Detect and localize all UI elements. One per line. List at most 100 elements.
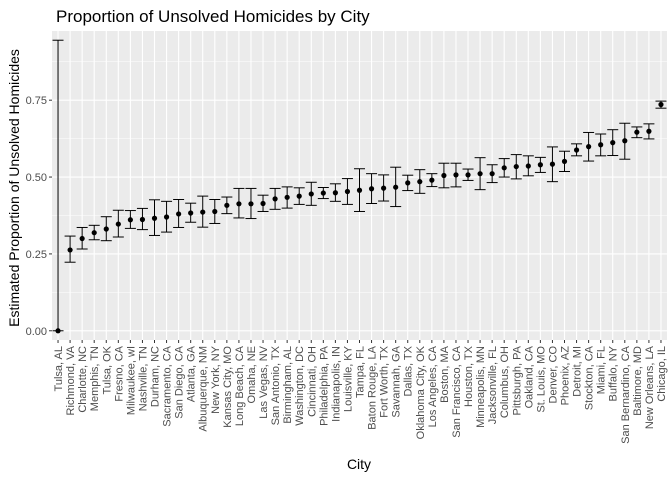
error-bar-group <box>281 186 293 209</box>
error-bar-group <box>76 226 88 250</box>
x-tick-label: Indianapolis, IN <box>330 346 342 422</box>
error-bar-group <box>450 162 462 188</box>
x-tick-label: Los Angeles, CA <box>427 345 439 427</box>
x-tick-label: Omaha, NE <box>246 346 258 403</box>
error-bar-group <box>486 164 498 184</box>
data-point <box>115 221 121 227</box>
x-tick-label: St. Louis, MO <box>535 346 547 413</box>
x-tick-label: Minneapolis, MN <box>475 346 487 428</box>
data-point <box>139 216 146 223</box>
x-tick-label: Philadelphia, PA <box>318 345 330 426</box>
x-tick-label: San Bernardino, CA <box>620 345 632 443</box>
error-bar-group <box>52 39 64 334</box>
data-point <box>272 196 278 202</box>
data-point <box>284 194 290 200</box>
data-point <box>200 209 206 215</box>
x-tick-label: Columbus, OH <box>499 346 511 418</box>
error-bar-group <box>583 131 595 162</box>
y-tick-label: 0.75 <box>26 95 47 107</box>
error-bar-group <box>233 187 245 219</box>
error-bar-group <box>510 154 522 180</box>
data-point <box>549 161 556 167</box>
x-tick-label: Milwaukee, wI <box>125 346 137 415</box>
error-bar-group <box>390 166 402 208</box>
x-tick-label: New York, NY <box>210 345 222 414</box>
x-tick-label: Denver, CO <box>547 346 559 404</box>
error-bar-group <box>546 146 558 183</box>
error-bar-group <box>245 187 257 220</box>
data-point <box>453 172 459 178</box>
error-bar-group <box>221 196 233 215</box>
data-point <box>248 201 254 207</box>
x-tick-label: Fort Worth, TX <box>379 345 391 417</box>
x-tick-label: Washington, DC <box>294 346 306 426</box>
x-tick-label: Detroit, MI <box>572 346 584 397</box>
x-tick-label: Kansas City, MO <box>222 346 234 428</box>
data-point <box>356 187 363 193</box>
data-point <box>381 185 387 191</box>
x-tick-label: Sacramento, CA <box>162 345 174 426</box>
error-bar-group <box>173 198 185 228</box>
x-tick-label: Phoenix, AZ <box>560 346 572 406</box>
data-point <box>163 214 170 220</box>
chart-title: Proportion of Unsolved Homicides by City <box>56 7 370 26</box>
x-tick-label: San Diego, CA <box>174 345 186 418</box>
error-bar-group <box>112 209 124 238</box>
error-bar-group <box>197 195 209 228</box>
error-bar-group <box>498 158 510 178</box>
x-tick-label: Cincinnati, OH <box>306 346 318 417</box>
data-point <box>127 217 133 223</box>
x-tick-label: Fresno, CA <box>113 345 125 401</box>
data-point <box>634 129 640 135</box>
error-bar-group <box>559 150 570 173</box>
data-point <box>55 328 61 334</box>
error-bar-group <box>317 186 329 200</box>
error-bar-group <box>161 200 173 233</box>
data-point <box>344 188 351 195</box>
error-bar-group <box>474 157 486 191</box>
data-point <box>224 202 230 208</box>
x-tick-label: Las Vegas, NV <box>258 345 270 418</box>
data-point <box>320 190 326 196</box>
data-point <box>429 177 435 183</box>
x-axis-label: City <box>347 456 371 472</box>
data-point <box>537 162 543 168</box>
x-tick-label: New Orleans, LA <box>644 345 656 429</box>
x-tick-label: Durham, NC <box>150 346 162 407</box>
y-axis: 0.00 0.25 0.50 0.75 <box>26 95 52 338</box>
data-point <box>646 128 652 134</box>
error-bar-group <box>100 216 112 242</box>
x-tick-label: Miami, FL <box>596 346 608 394</box>
data-point <box>151 215 158 221</box>
x-tick-label: Pittsburgh, PA <box>511 345 523 415</box>
data-point <box>236 201 242 207</box>
error-bar-group <box>341 178 353 205</box>
x-tick-label: Albuquerque, NM <box>198 346 210 432</box>
error-bar-group <box>329 183 341 202</box>
x-tick-label: Tulsa, OK <box>101 345 113 394</box>
data-point <box>477 171 483 177</box>
data-point <box>393 184 399 190</box>
x-tick-label: Savannah, GA <box>391 345 403 417</box>
error-bar-group <box>124 210 136 229</box>
error-bar-group <box>149 199 160 236</box>
data-point <box>598 142 604 148</box>
data-point <box>658 101 664 108</box>
x-tick-label: Buffalo, NY <box>608 345 620 401</box>
error-bar-group <box>595 133 607 157</box>
error-bar-group <box>402 174 414 192</box>
data-point <box>91 230 97 236</box>
data-point <box>212 208 218 215</box>
error-bar-group <box>534 156 546 173</box>
data-point <box>561 158 568 164</box>
error-bar-group <box>643 123 655 140</box>
data-point <box>188 210 194 216</box>
error-bar-group <box>631 126 643 139</box>
error-bar-group <box>414 169 426 194</box>
x-tick-label: Tampa, FL <box>355 346 367 398</box>
error-bar-group <box>655 100 667 109</box>
error-bar-group <box>522 155 534 177</box>
x-tick-label: Birmingham, AL <box>282 346 294 424</box>
error-bar-group <box>257 194 269 212</box>
x-tick-label: Oklahoma City, OK <box>415 345 427 439</box>
